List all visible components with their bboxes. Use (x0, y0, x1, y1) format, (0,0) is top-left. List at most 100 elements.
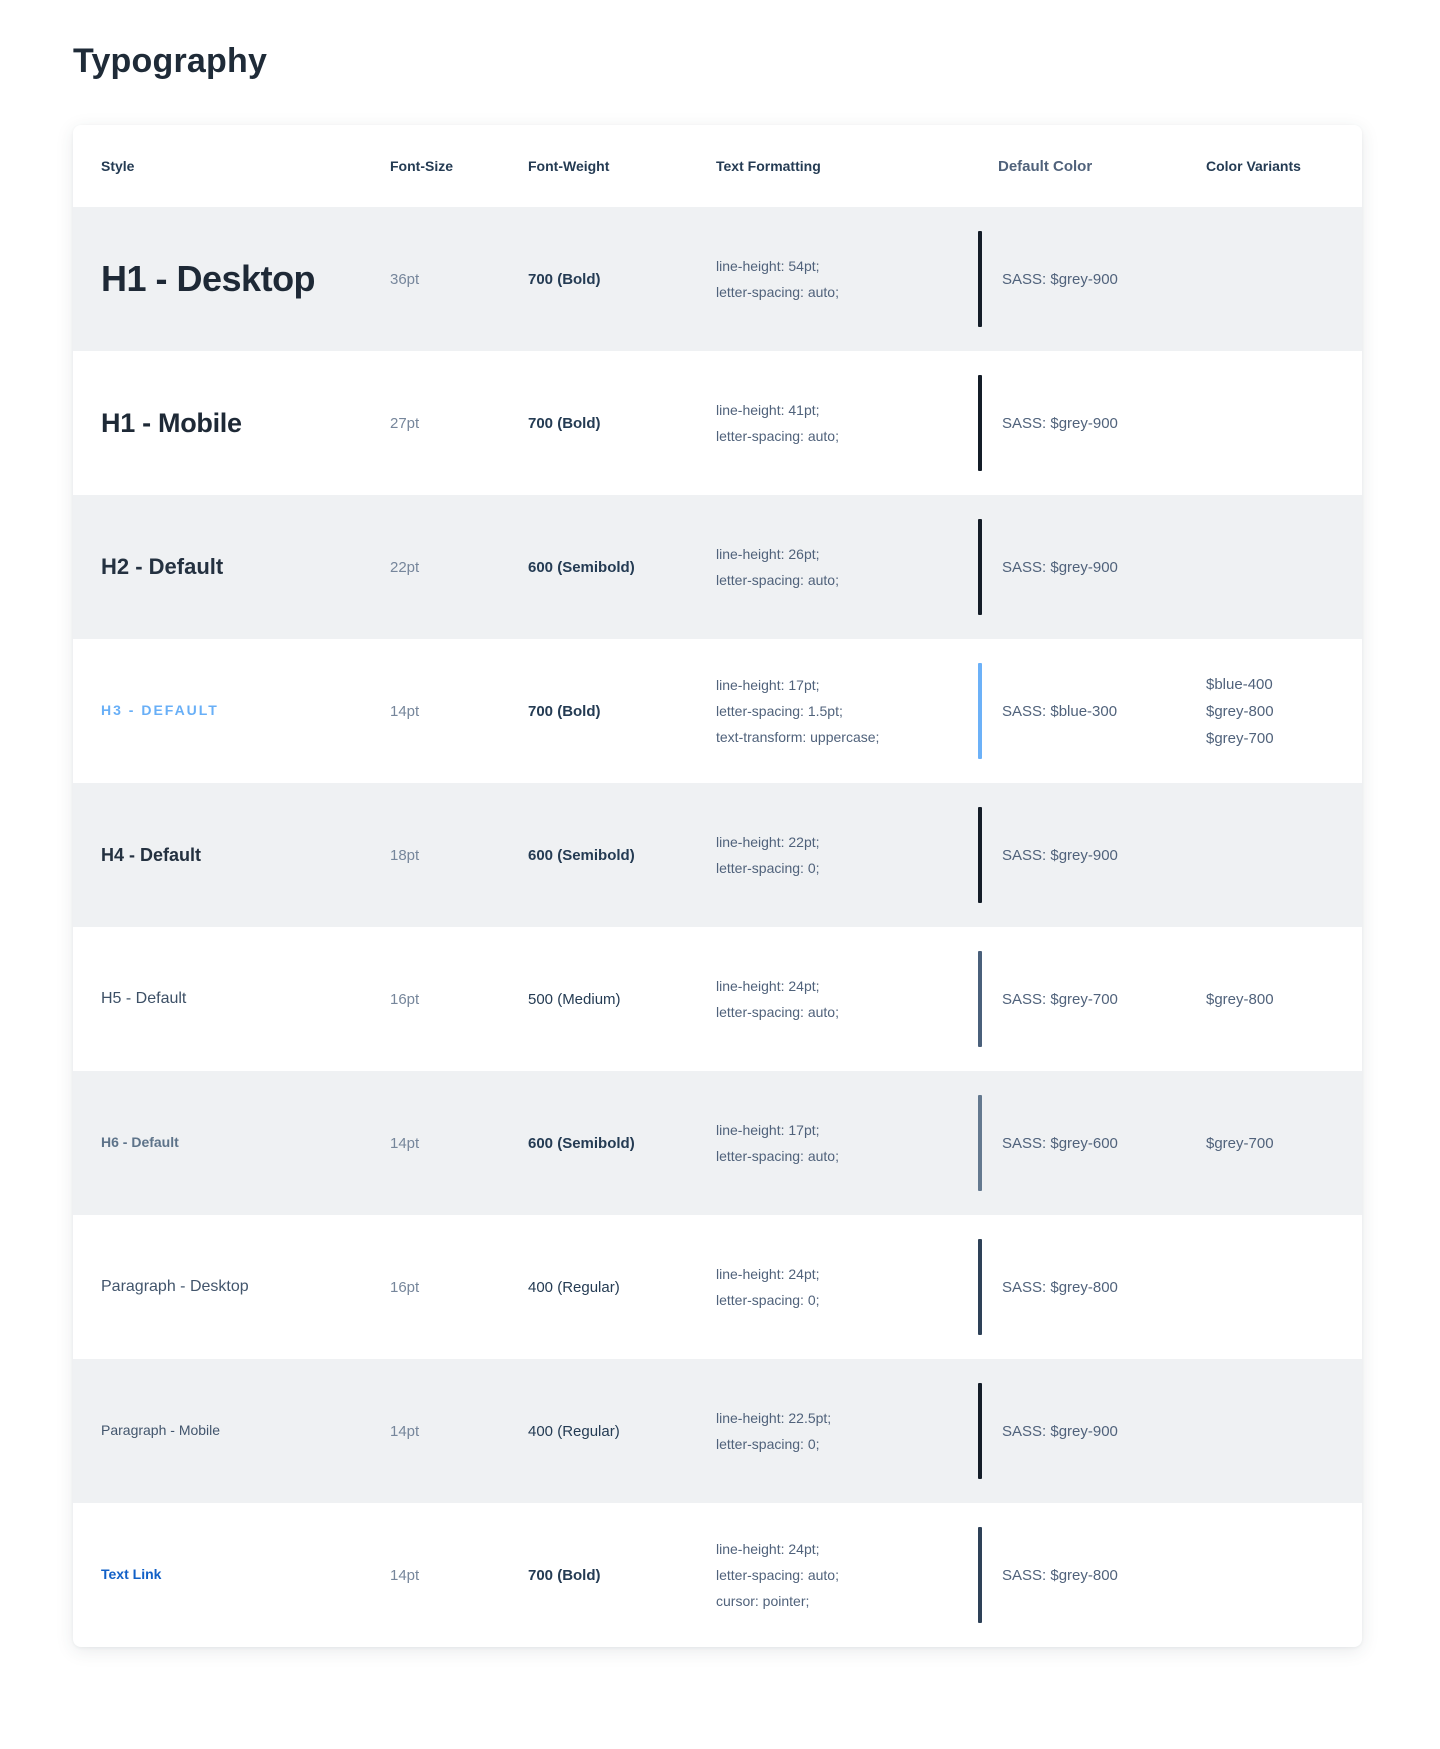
default-color-value: SASS: $grey-600 (1002, 1134, 1118, 1152)
font-weight-value: 600 (Semibold) (528, 1134, 635, 1152)
default-color-value: SASS: $grey-900 (1002, 414, 1118, 432)
default-color-cell: SASS: $grey-700 (978, 951, 1206, 1047)
font-size-value: 16pt (390, 990, 420, 1008)
font-weight-value: 700 (Bold) (528, 414, 601, 432)
style-cell: H1 - Mobile (73, 408, 390, 439)
font-weight-value: 600 (Semibold) (528, 558, 635, 576)
font-size-value: 18pt (390, 846, 420, 864)
default-color-cell: SASS: $blue-300 (978, 663, 1206, 759)
font-size-value: 22pt (390, 558, 420, 576)
color-sample-bar (978, 231, 982, 327)
formatting-line: letter-spacing: auto; (716, 1004, 839, 1020)
style-cell: H6 - Default (73, 1134, 390, 1152)
typography-table: Style Font-Size Font-Weight Text Formatt… (73, 125, 1362, 1647)
table-row: H1 - Desktop 36pt 700 (Bold) line-height: 5… (73, 207, 1362, 351)
font-weight-value: 700 (Bold) (528, 270, 601, 288)
default-color-cell: SASS: $grey-900 (978, 1383, 1206, 1479)
default-color-cell: SASS: $grey-800 (978, 1239, 1206, 1335)
color-variant-value: $grey-700 (1206, 729, 1274, 747)
table-row: H2 - Default 22pt 600 (Semibold) line-heigh… (73, 495, 1362, 639)
font-weight-value: 600 (Semibold) (528, 846, 635, 864)
color-variant-value: $grey-800 (1206, 990, 1274, 1008)
font-size-value: 14pt (390, 1134, 420, 1152)
color-sample-bar (978, 375, 982, 471)
style-sample-h5-default: H5 - Default (101, 990, 187, 1007)
default-color-value: SASS: $grey-900 (1002, 558, 1118, 576)
default-color-value: SASS: $grey-900 (1002, 1422, 1118, 1440)
default-color-cell: SASS: $grey-900 (978, 375, 1206, 471)
formatting-line: line-height: 24pt; (716, 978, 820, 994)
formatting-line: line-height: 41pt; (716, 402, 820, 418)
text-formatting-list: line-height: 41pt; letter-spacing: auto; (716, 397, 978, 449)
text-formatting-list: line-height: 17pt; letter-spacing: auto; (716, 1117, 978, 1169)
default-color-value: SASS: $grey-900 (1002, 270, 1118, 288)
formatting-line: letter-spacing: 0; (716, 1292, 820, 1308)
default-color-cell: SASS: $grey-900 (978, 807, 1206, 903)
default-color-value: SASS: $blue-300 (1002, 702, 1118, 720)
page: Typography Style Font-Size Font-Weight T… (0, 42, 1440, 1647)
formatting-line: letter-spacing: 1.5pt; (716, 703, 843, 719)
color-variants-list: $blue-400 $grey-800 $grey-700 (1206, 671, 1362, 752)
font-weight-value: 700 (Bold) (528, 702, 601, 720)
formatting-line: line-height: 17pt; (716, 677, 820, 693)
default-color-value: SASS: $grey-900 (1002, 846, 1118, 864)
text-formatting-list: line-height: 24pt; letter-spacing: auto; (716, 973, 978, 1025)
font-weight-value: 400 (Regular) (528, 1422, 620, 1440)
color-sample-bar (978, 1527, 982, 1623)
style-sample-h1-mobile: H1 - Mobile (101, 407, 242, 438)
page-title: Typography (73, 42, 268, 80)
formatting-line: letter-spacing: 0; (716, 860, 820, 876)
formatting-line: letter-spacing: auto; (716, 1148, 839, 1164)
color-sample-bar (978, 1383, 982, 1479)
font-size-value: 16pt (390, 1278, 420, 1296)
color-sample-bar (978, 1239, 982, 1335)
color-sample-bar (978, 663, 982, 759)
formatting-line: line-height: 26pt; (716, 546, 820, 562)
font-weight-value: 700 (Bold) (528, 1566, 601, 1584)
style-sample-h3-default: H3 - DEFAULT (101, 702, 219, 718)
style-cell: Paragraph - Mobile (73, 1422, 390, 1440)
style-sample-text-link[interactable]: Text Link (101, 1566, 162, 1582)
table-row: H3 - DEFAULT 14pt 700 (Bold) line-height: 1… (73, 639, 1362, 783)
table-row: Paragraph - Desktop 16pt 400 (Regular) line… (73, 1215, 1362, 1359)
table-row: Text Link 14pt 700 (Bold) line-height: 24pt… (73, 1503, 1362, 1647)
column-header-style: Style (101, 158, 135, 174)
default-color-cell: SASS: $grey-900 (978, 519, 1206, 615)
formatting-line: letter-spacing: auto; (716, 1567, 839, 1583)
font-weight-value: 500 (Medium) (528, 990, 621, 1008)
color-sample-bar (978, 807, 982, 903)
color-sample-bar (978, 951, 982, 1047)
style-cell: H5 - Default (73, 990, 390, 1008)
table-row: H5 - Default 16pt 500 (Medium) line-height:… (73, 927, 1362, 1071)
style-cell: H2 - Default (73, 554, 390, 580)
table-header: Style Font-Size Font-Weight Text Formatt… (73, 125, 1362, 207)
color-sample-bar (978, 519, 982, 615)
color-variant-value: $blue-400 (1206, 675, 1273, 693)
text-formatting-list: line-height: 24pt; letter-spacing: auto; c… (716, 1536, 978, 1614)
style-sample-h6-default: H6 - Default (101, 1134, 179, 1150)
font-size-value: 14pt (390, 1422, 420, 1440)
formatting-line: line-height: 22pt; (716, 834, 820, 850)
table-row: H4 - Default 18pt 600 (Semibold) line-heigh… (73, 783, 1362, 927)
font-weight-value: 400 (Regular) (528, 1278, 620, 1296)
style-sample-paragraph-desktop: Paragraph - Desktop (101, 1278, 249, 1295)
style-cell: Text Link (73, 1566, 390, 1584)
style-sample-h1-desktop: H1 - Desktop (101, 258, 316, 299)
column-header-color-variants: Color Variants (1206, 158, 1301, 174)
style-sample-h4-default: H4 - Default (101, 844, 202, 865)
formatting-line: letter-spacing: 0; (716, 1436, 820, 1452)
formatting-line: line-height: 17pt; (716, 1122, 820, 1138)
text-formatting-list: line-height: 17pt; letter-spacing: 1.5pt;… (716, 672, 978, 750)
color-variants-list: $grey-800 (1206, 986, 1362, 1013)
formatting-line: letter-spacing: auto; (716, 284, 839, 300)
table-row: H1 - Mobile 27pt 700 (Bold) line-height: 41… (73, 351, 1362, 495)
font-size-value: 27pt (390, 414, 420, 432)
default-color-value: SASS: $grey-800 (1002, 1278, 1118, 1296)
text-formatting-list: line-height: 26pt; letter-spacing: auto; (716, 541, 978, 593)
color-variants-list: $grey-700 (1206, 1130, 1362, 1157)
style-cell: H3 - DEFAULT (73, 702, 390, 720)
style-sample-h2-default: H2 - Default (101, 554, 224, 579)
text-formatting-list: line-height: 24pt; letter-spacing: 0; (716, 1261, 978, 1313)
color-sample-bar (978, 1095, 982, 1191)
formatting-line: letter-spacing: auto; (716, 428, 839, 444)
